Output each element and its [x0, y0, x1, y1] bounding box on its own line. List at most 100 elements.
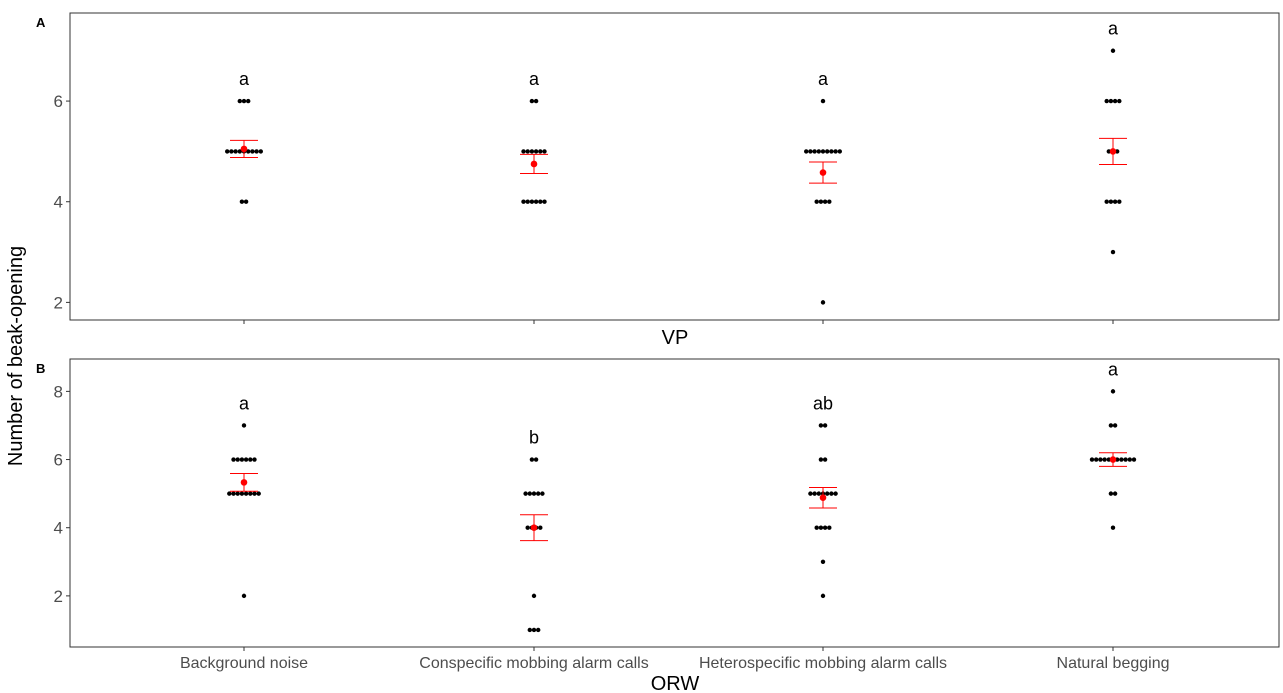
significance-letter: a: [239, 393, 250, 413]
data-point: [246, 98, 251, 104]
data-point: [818, 423, 824, 428]
panel-a-errorbars: [230, 137, 1127, 184]
data-point: [820, 98, 826, 104]
data-point: [521, 199, 526, 204]
data-point: [820, 149, 826, 154]
data-point: [818, 525, 824, 530]
data-point: [822, 525, 828, 530]
data-point: [820, 593, 826, 599]
panel-b-y-ticks: 2 4 6 8: [54, 382, 70, 606]
mean-point: [530, 160, 538, 168]
data-point: [533, 98, 539, 104]
significance-letter: a: [239, 69, 250, 89]
panel-b-frame: [69, 358, 1280, 648]
data-point: [1094, 457, 1099, 462]
data-point: [536, 627, 541, 633]
y-tick-label: 6: [54, 451, 63, 470]
data-point: [542, 149, 547, 154]
data-point: [818, 457, 824, 462]
data-point: [808, 149, 813, 154]
panel-a-x-axis-title: VP: [662, 327, 689, 349]
data-point: [533, 199, 539, 204]
data-point: [1112, 199, 1118, 204]
data-point: [256, 491, 261, 496]
y-tick-label: 6: [54, 92, 63, 111]
data-point: [533, 457, 539, 462]
y-tick-label: 2: [54, 587, 63, 606]
data-point: [525, 199, 530, 204]
data-point: [241, 423, 247, 428]
data-point: [833, 491, 838, 496]
x-tick-label: Natural begging: [1057, 655, 1170, 672]
data-point: [527, 491, 532, 496]
mean-point: [819, 169, 827, 176]
data-point: [833, 149, 838, 154]
panel-b: B ORW 2 4 6 8 Background noise Conspecific m…: [36, 358, 1280, 693]
data-point: [814, 199, 819, 204]
data-point: [254, 149, 259, 154]
significance-letter: ab: [813, 393, 833, 413]
data-point: [529, 149, 535, 154]
data-point: [233, 149, 238, 154]
data-point: [243, 199, 249, 204]
panel-b-points: [227, 389, 1137, 633]
data-point: [827, 199, 832, 204]
data-point: [1102, 457, 1107, 462]
data-point: [237, 98, 242, 104]
data-point: [235, 491, 240, 496]
data-point: [525, 149, 530, 154]
data-point: [820, 559, 826, 564]
data-point: [837, 149, 842, 154]
data-point: [1112, 98, 1118, 104]
data-point: [540, 491, 545, 496]
data-point: [531, 627, 537, 633]
data-point: [538, 199, 543, 204]
data-point: [538, 149, 543, 154]
significance-letter: a: [1108, 359, 1119, 379]
data-point: [804, 149, 809, 154]
data-point: [227, 491, 232, 496]
data-point: [1117, 199, 1122, 204]
data-point: [1108, 491, 1114, 496]
data-point: [822, 457, 828, 462]
data-point: [816, 491, 821, 496]
panel-a-x-ticks: [243, 320, 1114, 324]
panel-b-x-ticks: Background noise Conspecific mobbing alar…: [180, 647, 1170, 672]
data-point: [808, 491, 813, 496]
data-point: [1119, 457, 1124, 462]
panel-a-letters: a a a a: [239, 19, 1119, 89]
data-point: [239, 457, 245, 462]
data-point: [1110, 249, 1116, 255]
data-point: [818, 199, 824, 204]
panel-a-frame: [69, 12, 1280, 321]
mean-point: [819, 494, 827, 502]
data-point: [521, 149, 526, 154]
data-point: [241, 98, 247, 104]
data-point: [825, 491, 830, 496]
data-point: [529, 457, 535, 462]
data-point: [250, 149, 255, 154]
mean-point: [240, 479, 248, 486]
data-point: [536, 491, 541, 496]
data-point: [1108, 199, 1114, 204]
data-point: [231, 491, 236, 496]
data-point: [523, 491, 528, 496]
data-point: [248, 491, 253, 496]
data-point: [1123, 457, 1128, 462]
data-point: [241, 593, 247, 599]
mean-point: [1109, 456, 1117, 463]
panel-b-label: B: [36, 361, 45, 376]
data-point: [1104, 98, 1109, 104]
data-point: [1117, 98, 1122, 104]
data-point: [812, 491, 817, 496]
data-point: [1110, 48, 1116, 53]
data-point: [225, 149, 230, 154]
data-point: [822, 423, 828, 428]
data-point: [229, 149, 234, 154]
panel-a-y-ticks: 2 4 6: [54, 92, 70, 312]
data-point: [1131, 457, 1137, 462]
data-point: [529, 98, 535, 104]
x-tick-label: Conspecific mobbing alarm calls: [419, 655, 648, 672]
data-point: [531, 491, 537, 496]
